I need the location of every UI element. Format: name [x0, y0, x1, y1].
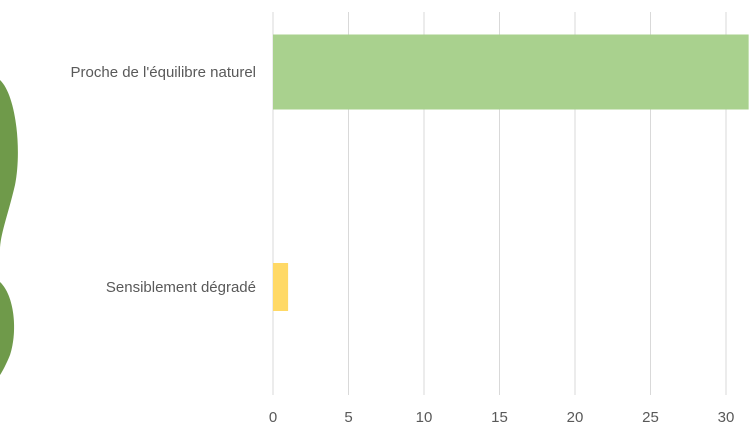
decorative-green-shape — [0, 80, 18, 375]
x-tick-label-15: 15 — [491, 409, 508, 426]
x-tick-label-0: 0 — [269, 409, 277, 426]
x-tick-label-20: 20 — [567, 409, 584, 426]
bar-proche-equilibre-naturel — [273, 34, 749, 110]
category-label-1: Sensiblement dégradé — [106, 279, 256, 296]
category-label-0: Proche de l'équilibre naturel — [71, 64, 256, 81]
bar-sensiblement-degrade — [273, 263, 289, 311]
x-tick-label-10: 10 — [416, 409, 433, 426]
x-tick-label-25: 25 — [642, 409, 659, 426]
tick-labels: 0 5 10 15 20 25 30 — [269, 409, 735, 426]
category-labels: Proche de l'équilibre naturel Sensiblemen… — [71, 64, 256, 296]
x-tick-label-30: 30 — [718, 409, 735, 426]
bars — [273, 34, 749, 311]
x-tick-label-5: 5 — [344, 409, 352, 426]
